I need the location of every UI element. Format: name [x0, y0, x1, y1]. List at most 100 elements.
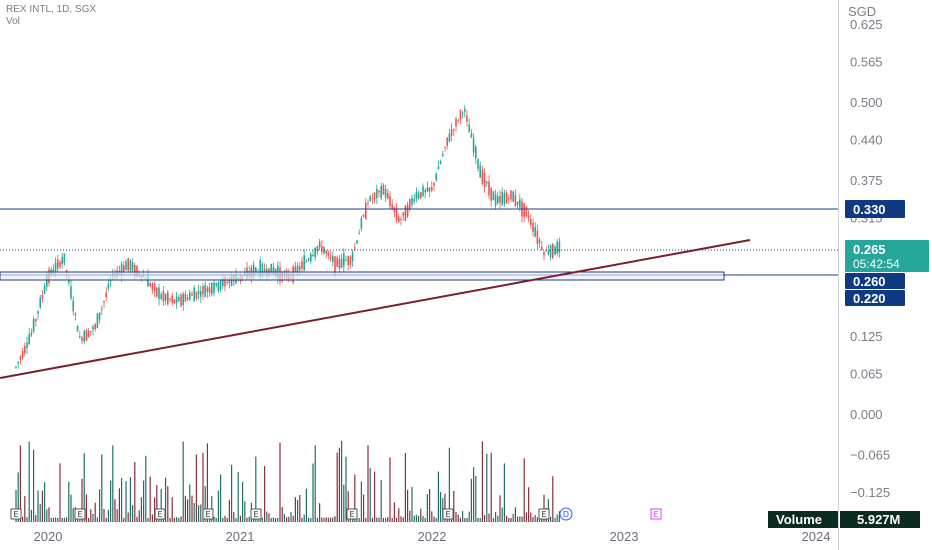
candle-body	[46, 275, 48, 288]
volume-bar	[371, 518, 373, 522]
price-tick-label: 0.625	[850, 17, 883, 32]
volume-bar	[165, 477, 167, 522]
volume-bar	[327, 517, 329, 522]
volume-bar	[415, 514, 417, 522]
candle-body	[72, 300, 74, 312]
candle-body	[153, 283, 156, 292]
volume-bar	[470, 478, 472, 522]
volume-bar	[488, 513, 490, 522]
volume-bar	[39, 503, 41, 522]
volume-bar	[503, 463, 505, 522]
volume-bar	[349, 517, 351, 522]
tag-220: 0.220	[845, 290, 905, 306]
candle-body	[384, 189, 387, 198]
volume-bar	[459, 517, 461, 522]
candle-body	[160, 293, 162, 299]
volume-bar	[127, 512, 129, 522]
svg-text:5.927M: 5.927M	[857, 512, 900, 527]
volume-bar	[222, 517, 224, 522]
earnings-marker-label: E	[541, 510, 546, 519]
volume-bar	[325, 517, 327, 522]
volume-bar	[475, 476, 477, 522]
volume-bar	[176, 517, 178, 522]
volume-bar	[382, 517, 384, 522]
volume-bar	[72, 508, 74, 522]
candle-body	[59, 261, 61, 267]
earnings-marker[interactable]	[346, 508, 358, 520]
candle-body	[336, 257, 338, 267]
volume-bar	[94, 502, 96, 522]
candle-body	[446, 137, 448, 146]
volume-bar	[233, 511, 235, 522]
candle-body	[389, 196, 391, 206]
candle-body	[472, 138, 475, 153]
candle-body	[314, 247, 316, 258]
vol-label[interactable]: Vol	[6, 16, 20, 27]
candlesticks	[15, 105, 561, 369]
volume-bar	[46, 509, 48, 522]
event-markers[interactable]: E E E E E E E E ED	[10, 507, 662, 521]
candle-body	[21, 350, 24, 359]
candle-body	[514, 195, 517, 206]
volume-bar	[79, 517, 81, 522]
volume-bar	[55, 517, 57, 522]
candle-body	[424, 189, 426, 193]
earnings-marker[interactable]	[442, 508, 454, 520]
volume-bar	[15, 489, 17, 522]
volume-bar	[129, 477, 131, 522]
candle-body	[70, 286, 72, 299]
candle-body	[512, 191, 514, 202]
candle-body	[90, 330, 92, 332]
volume-bar	[530, 512, 532, 522]
candle-body	[305, 261, 308, 263]
symbol-line[interactable]: REX INTL, 1D, SGX	[6, 4, 97, 15]
volume-bar	[112, 445, 114, 522]
earnings-marker[interactable]	[154, 508, 166, 520]
volume-bar	[226, 517, 228, 522]
candle-body	[402, 212, 404, 216]
candle-body	[169, 298, 171, 300]
candle-body	[204, 285, 206, 297]
candle-body	[516, 201, 519, 205]
volume-bar	[345, 456, 347, 522]
volume-bar	[393, 502, 395, 522]
candle-body	[426, 187, 429, 192]
candle-body	[435, 173, 437, 181]
volume-bar	[330, 517, 332, 522]
candle-body	[453, 129, 455, 131]
candle-body	[448, 133, 451, 142]
candle-body	[219, 280, 222, 290]
svg-text:0.260: 0.260	[853, 274, 886, 289]
dividend-marker[interactable]	[559, 507, 573, 521]
volume-bar	[182, 441, 184, 522]
support-zone[interactable]	[0, 271, 725, 281]
volume-bar	[178, 517, 180, 522]
volume-bar	[228, 499, 230, 522]
earnings-marker[interactable]	[250, 508, 262, 520]
earnings-marker[interactable]	[74, 508, 86, 520]
trendline[interactable]	[0, 239, 751, 379]
volume-bar	[437, 471, 439, 522]
candle-body	[400, 219, 402, 221]
volume-bar	[151, 514, 153, 522]
volume-bar	[473, 467, 475, 522]
volume-bar	[314, 445, 316, 522]
earnings-marker[interactable]	[538, 508, 550, 520]
candle-body	[131, 262, 134, 271]
candle-body	[65, 270, 68, 273]
candle-body	[318, 241, 321, 248]
earnings-marker-label: E	[77, 510, 82, 519]
countdown: 05:42:54	[853, 257, 900, 271]
earnings-marker[interactable]	[10, 508, 22, 520]
volume-bar	[132, 504, 134, 522]
earnings-marker[interactable]	[202, 508, 214, 520]
earnings-marker[interactable]	[650, 508, 662, 520]
volume-bar	[96, 517, 98, 522]
candle-body	[459, 110, 462, 120]
candle-body	[508, 197, 510, 200]
candle-body	[307, 258, 310, 261]
candle-body	[483, 173, 486, 188]
candle-body	[312, 254, 314, 256]
volume-bar	[501, 507, 503, 522]
